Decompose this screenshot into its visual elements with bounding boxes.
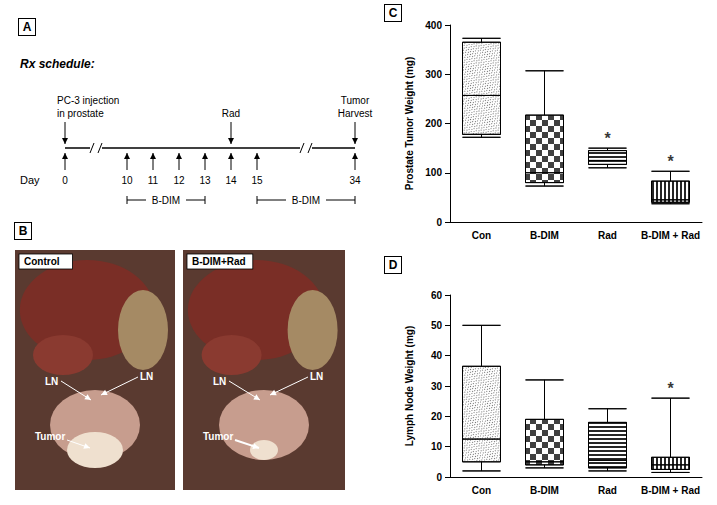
- svg-text:B-DIM+Rad: B-DIM+Rad: [192, 256, 246, 267]
- svg-text:B-DIM: B-DIM: [530, 485, 559, 496]
- svg-text:13: 13: [199, 175, 211, 186]
- html-text:D: D: [388, 258, 398, 272]
- svg-text:Con: Con: [472, 230, 491, 241]
- svg-text:B-DIM + Rad: B-DIM + Rad: [641, 230, 700, 241]
- svg-text:0: 0: [436, 472, 442, 483]
- svg-text:10: 10: [431, 441, 443, 452]
- svg-text:B-DIM: B-DIM: [530, 230, 559, 241]
- svg-text:in prostate: in prostate: [57, 108, 104, 119]
- svg-text:Day: Day: [20, 174, 40, 186]
- svg-text:15: 15: [251, 175, 263, 186]
- svg-text:*: *: [604, 130, 611, 147]
- svg-text:10: 10: [121, 175, 133, 186]
- svg-text:B-DIM: B-DIM: [292, 195, 320, 206]
- svg-text:Tumor: Tumor: [341, 95, 370, 106]
- svg-text:11: 11: [148, 175, 159, 186]
- svg-text:B-DIM + Rad: B-DIM + Rad: [641, 485, 700, 496]
- svg-text:20: 20: [431, 411, 443, 422]
- svg-text:40: 40: [431, 350, 443, 361]
- svg-text:Control: Control: [24, 256, 60, 267]
- svg-text:200: 200: [425, 118, 442, 129]
- svg-text:Tumor: Tumor: [203, 431, 233, 442]
- svg-text:Rad: Rad: [598, 485, 617, 496]
- svg-text:LN: LN: [213, 376, 226, 387]
- svg-text:50: 50: [431, 320, 443, 331]
- svg-text:LN: LN: [310, 371, 323, 382]
- html-text:B: B: [18, 224, 28, 238]
- svg-text:Lymph Node Weight (mg): Lymph Node Weight (mg): [404, 326, 415, 447]
- svg-text:Harvest: Harvest: [338, 108, 373, 119]
- svg-text:Prostate Tumor Weight (mg): Prostate Tumor Weight (mg): [404, 57, 415, 191]
- svg-text:30: 30: [431, 381, 443, 392]
- svg-text:*: *: [667, 153, 674, 170]
- html-text:C: C: [388, 6, 398, 20]
- svg-text:Rad: Rad: [598, 230, 617, 241]
- svg-text:Con: Con: [472, 485, 491, 496]
- svg-text:400: 400: [425, 20, 442, 31]
- svg-text:0: 0: [62, 175, 68, 186]
- svg-text:Rad: Rad: [222, 108, 240, 119]
- svg-text:PC-3 injection: PC-3 injection: [57, 95, 119, 106]
- svg-text:*: *: [667, 380, 674, 397]
- svg-text:60: 60: [431, 290, 443, 301]
- svg-text:Rx schedule:: Rx schedule:: [20, 57, 95, 71]
- svg-text:LN: LN: [140, 371, 153, 382]
- svg-text:100: 100: [425, 167, 442, 178]
- svg-text:14: 14: [225, 175, 237, 186]
- html-text:A: A: [22, 20, 32, 34]
- svg-text:0: 0: [436, 217, 442, 228]
- svg-text:Tumor: Tumor: [35, 431, 65, 442]
- svg-text:12: 12: [173, 175, 185, 186]
- svg-text:34: 34: [349, 175, 361, 186]
- svg-text:300: 300: [425, 69, 442, 80]
- svg-text:LN: LN: [45, 376, 58, 387]
- svg-text:B-DIM: B-DIM: [152, 195, 180, 206]
